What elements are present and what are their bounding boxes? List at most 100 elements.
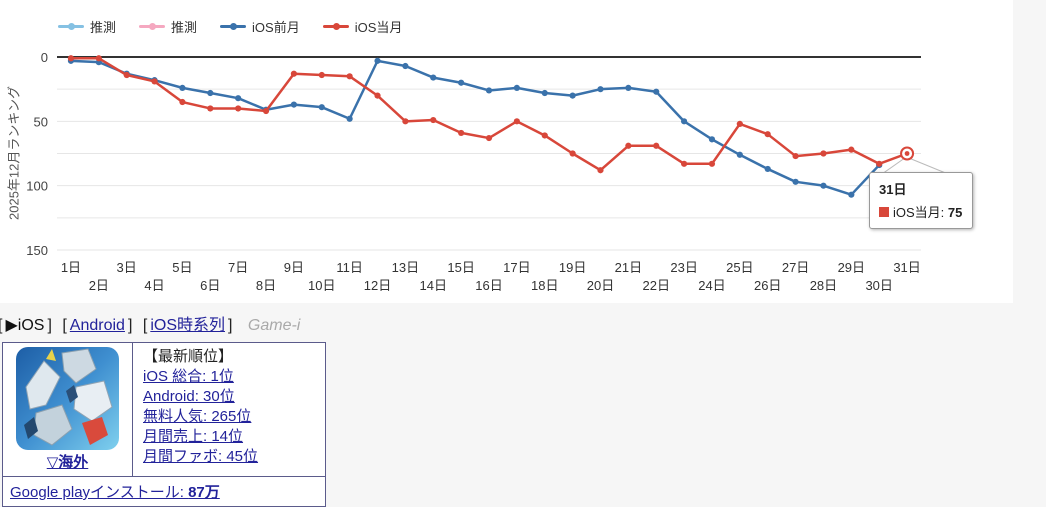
legend-item-suisoku-2[interactable]: 推測 bbox=[139, 17, 197, 36]
rank-link-ios-overall[interactable]: iOS 総合: 1位 bbox=[143, 368, 234, 385]
data-point-iOS当月-21日[interactable] bbox=[625, 142, 632, 149]
data-point-iOS前月-21日[interactable] bbox=[625, 84, 632, 91]
legend-line-icon bbox=[322, 23, 349, 30]
rank-link-monthly-favs[interactable]: 月間ファボ: 45位 bbox=[143, 448, 259, 465]
data-point-iOS当月-4日[interactable] bbox=[151, 78, 158, 85]
data-point-iOS当月-24日[interactable] bbox=[708, 160, 716, 167]
bracket: [ bbox=[62, 317, 67, 334]
data-point-iOS前月-22日[interactable] bbox=[653, 88, 660, 95]
data-point-iOS当月-8日[interactable] bbox=[262, 107, 270, 115]
bracket: [ bbox=[0, 317, 2, 334]
x-axis-tick-label: 28日 bbox=[810, 278, 837, 293]
data-point-iOS前月-17日[interactable] bbox=[513, 84, 520, 91]
google-play-installs-link[interactable]: Google playインストール: 87万 bbox=[10, 484, 220, 501]
x-axis-tick-label: 1日 bbox=[61, 260, 81, 275]
data-point-iOS当月-13日[interactable] bbox=[402, 118, 409, 125]
data-point-iOS前月-25日[interactable] bbox=[736, 151, 743, 158]
rank-link-android[interactable]: Android: 30位 bbox=[143, 388, 235, 405]
legend-item-suisoku-1[interactable]: 推測 bbox=[58, 17, 116, 36]
x-axis-tick-label: 12日 bbox=[364, 278, 391, 293]
data-point-iOS当月-11日[interactable] bbox=[346, 73, 353, 80]
data-point-iOS当月-16日[interactable] bbox=[485, 134, 493, 142]
x-axis-tick-label: 2日 bbox=[89, 278, 109, 293]
data-point-iOS当月-5日[interactable] bbox=[179, 98, 186, 106]
data-point-iOS当月-15日[interactable] bbox=[458, 129, 465, 137]
tooltip-value: 75 bbox=[947, 205, 963, 220]
data-point-iOS前月-15日[interactable] bbox=[458, 79, 465, 86]
data-point-iOS前月-13日[interactable] bbox=[402, 62, 409, 70]
data-point-iOS当月-14日[interactable] bbox=[430, 116, 437, 124]
x-axis-tick-label: 11日 bbox=[336, 260, 363, 275]
data-point-iOS当月-20日[interactable] bbox=[597, 167, 604, 174]
site-brand: Game-i bbox=[247, 317, 301, 334]
tooltip-series-row: iOS当月: 75 bbox=[879, 202, 963, 221]
data-point-iOS前月-27日[interactable] bbox=[792, 178, 799, 185]
series-line-iOS前月 bbox=[69, 59, 881, 196]
data-point-iOS当月-3日[interactable] bbox=[123, 71, 130, 79]
legend-item-ios-current-month[interactable]: iOS当月 bbox=[322, 17, 402, 36]
data-point-iOS当月-28日[interactable] bbox=[820, 150, 827, 157]
legend-item-ios-prev-month[interactable]: iOS前月 bbox=[220, 17, 300, 36]
legend-dot-icon bbox=[230, 23, 238, 30]
data-point-iOS前月-14日[interactable] bbox=[430, 74, 437, 81]
x-axis-tick-label: 18日 bbox=[531, 278, 558, 293]
rank-link-monthly-sales[interactable]: 月間売上: 14位 bbox=[143, 428, 244, 445]
overseas-link[interactable]: ▽海外 bbox=[46, 454, 89, 471]
data-point-iOS当月-1日[interactable] bbox=[67, 55, 75, 62]
app-icon bbox=[16, 347, 119, 450]
data-point-iOS当月-2日[interactable] bbox=[95, 55, 102, 62]
nav-link-android[interactable]: Android bbox=[69, 317, 125, 334]
x-axis-tick-label: 19日 bbox=[559, 260, 586, 275]
data-point-iOS前月-28日[interactable] bbox=[820, 182, 827, 189]
data-point-iOS当月-26日[interactable] bbox=[764, 131, 771, 138]
nav-link-ios-timeseries[interactable]: iOS時系列 bbox=[150, 317, 225, 334]
selected-point-dot bbox=[904, 151, 910, 156]
x-axis-tick-label: 22日 bbox=[642, 278, 669, 293]
data-point-iOS前月-9日[interactable] bbox=[290, 101, 298, 108]
x-axis-tick-label: 24日 bbox=[698, 278, 725, 293]
data-point-iOS当月-7日[interactable] bbox=[235, 105, 242, 112]
data-point-iOS前月-6日[interactable] bbox=[207, 89, 214, 97]
data-point-iOS前月-16日[interactable] bbox=[485, 87, 493, 94]
data-point-iOS前月-5日[interactable] bbox=[179, 84, 186, 91]
data-point-iOS前月-19日[interactable] bbox=[569, 92, 576, 99]
ranking-chart-panel: 0 50 100 150 1日 2日 3日 4日 5日 6日 7日 8日 9日 10日 11日 12日 13日 1… bbox=[6, 17, 973, 293]
data-point-iOS当月-22日[interactable] bbox=[653, 142, 660, 149]
data-point-iOS前月-10日[interactable] bbox=[318, 104, 325, 111]
x-axis-tick-label: 26日 bbox=[754, 278, 781, 293]
data-point-iOS前月-24日[interactable] bbox=[708, 136, 716, 143]
data-point-iOS前月-29日[interactable] bbox=[848, 191, 855, 198]
x-axis-tick-label: 5日 bbox=[172, 260, 192, 275]
data-point-iOS当月-10日[interactable] bbox=[318, 71, 325, 79]
data-point-iOS当月-17日[interactable] bbox=[513, 118, 520, 125]
data-point-iOS当月-18日[interactable] bbox=[541, 132, 548, 139]
rank-link-free-popularity[interactable]: 無料人気: 265位 bbox=[143, 408, 252, 425]
legend-line-icon bbox=[139, 23, 166, 30]
data-point-iOS当月-29日[interactable] bbox=[848, 146, 855, 153]
data-point-iOS当月-6日[interactable] bbox=[207, 105, 214, 112]
data-point-iOS前月-26日[interactable] bbox=[764, 165, 771, 173]
data-point-iOS当月-19日[interactable] bbox=[569, 150, 576, 157]
tooltip-series-label: iOS当月 bbox=[893, 205, 941, 220]
x-axis-tick-label: 17日 bbox=[503, 260, 530, 275]
y-axis-tick-label: 50 bbox=[34, 114, 48, 129]
data-point-iOS当月-27日[interactable] bbox=[792, 152, 799, 160]
data-point-iOS当月-23日[interactable] bbox=[680, 160, 688, 167]
y-axis-tick-label: 150 bbox=[26, 243, 48, 258]
data-point-iOS前月-7日[interactable] bbox=[235, 95, 242, 102]
tooltip-title: 31日 bbox=[879, 182, 907, 197]
data-point-iOS当月-9日[interactable] bbox=[290, 70, 298, 77]
x-axis-tick-label: 4日 bbox=[144, 278, 164, 293]
tooltip-separator: : bbox=[940, 205, 948, 220]
data-point-iOS前月-20日[interactable] bbox=[597, 86, 604, 93]
data-point-iOS当月-12日[interactable] bbox=[374, 92, 381, 99]
latest-rankings-cell: 【最新順位】 iOS 総合: 1位 Android: 30位 無料人気: 265… bbox=[133, 343, 325, 476]
tooltip-callout-line bbox=[909, 158, 949, 175]
data-point-iOS前月-12日[interactable] bbox=[374, 57, 381, 64]
data-point-iOS前月-18日[interactable] bbox=[541, 89, 548, 97]
x-axis-tick-label: 13日 bbox=[392, 260, 419, 275]
data-point-iOS当月-25日[interactable] bbox=[736, 120, 743, 128]
data-point-iOS当月-30日[interactable] bbox=[876, 160, 883, 167]
data-point-iOS前月-23日[interactable] bbox=[680, 118, 688, 125]
data-point-iOS前月-11日[interactable] bbox=[346, 115, 353, 122]
